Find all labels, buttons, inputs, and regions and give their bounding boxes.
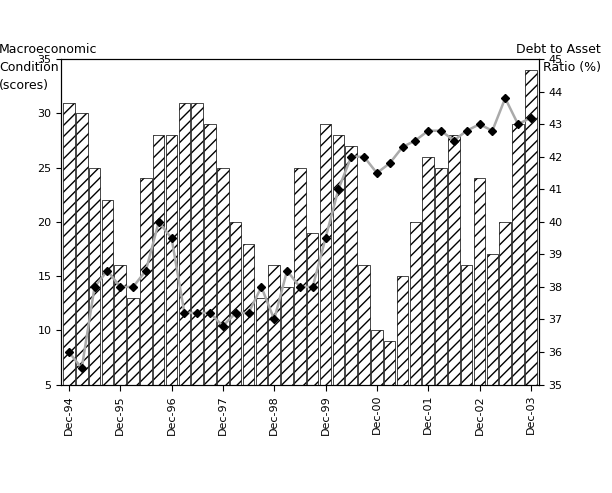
Bar <box>422 157 434 439</box>
Bar <box>397 276 408 439</box>
Bar <box>114 265 126 439</box>
Bar <box>345 146 357 439</box>
Bar <box>230 222 242 439</box>
Text: Debt to Asset: Debt to Asset <box>516 43 600 56</box>
Text: Condition: Condition <box>0 61 59 74</box>
Bar <box>448 135 460 439</box>
Text: Ratio (%): Ratio (%) <box>543 61 600 74</box>
Bar <box>127 298 139 439</box>
Bar <box>474 178 485 439</box>
Bar <box>319 124 331 439</box>
Bar <box>63 103 75 439</box>
Bar <box>217 168 229 439</box>
Bar <box>102 200 113 439</box>
Bar <box>409 222 421 439</box>
Bar <box>153 135 165 439</box>
Bar <box>89 168 100 439</box>
Bar <box>435 168 447 439</box>
Bar <box>371 330 382 439</box>
Bar <box>256 298 267 439</box>
Text: Macroeconomic: Macroeconomic <box>0 43 98 56</box>
Bar <box>332 135 344 439</box>
Bar <box>243 244 255 439</box>
Bar <box>140 178 152 439</box>
Bar <box>192 103 203 439</box>
Bar <box>461 265 472 439</box>
Bar <box>525 70 537 439</box>
Bar <box>179 103 190 439</box>
Text: (scores): (scores) <box>0 79 49 92</box>
Bar <box>512 124 524 439</box>
Bar <box>166 135 177 439</box>
Bar <box>384 341 395 439</box>
Bar <box>204 124 216 439</box>
Bar <box>499 222 511 439</box>
Bar <box>76 113 88 439</box>
Bar <box>282 287 293 439</box>
Bar <box>487 254 498 439</box>
Bar <box>358 265 370 439</box>
Bar <box>294 168 305 439</box>
Bar <box>269 265 280 439</box>
Bar <box>307 233 318 439</box>
